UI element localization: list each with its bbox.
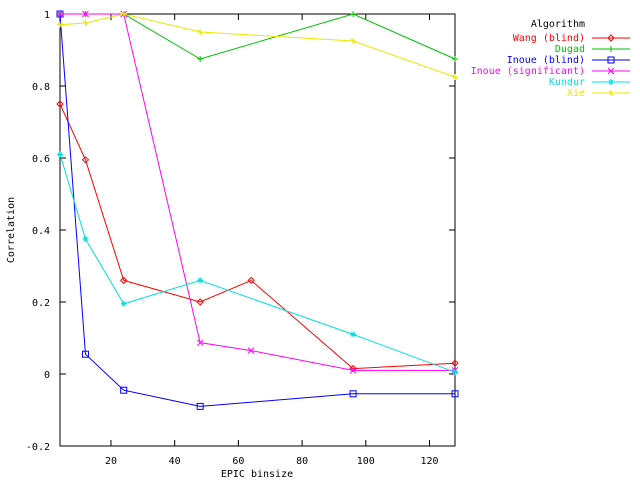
series-line	[59, 154, 456, 373]
y-tick-label: 0.8	[32, 82, 50, 93]
data-point	[451, 359, 459, 367]
x-tick-label: 100	[357, 456, 375, 467]
x-tick-label: 80	[296, 456, 308, 467]
legend-title: Algorithm	[531, 19, 585, 30]
data-point	[82, 20, 89, 26]
x-axis: 20 40 60 80 100 120	[105, 14, 439, 467]
data-point	[120, 386, 128, 394]
series-group	[56, 10, 459, 410]
x-tick-label: 120	[420, 456, 438, 467]
data-point	[607, 67, 615, 75]
data-point	[607, 56, 615, 64]
data-point	[349, 367, 357, 374]
data-point	[247, 347, 255, 354]
data-point	[57, 151, 63, 158]
y-tick-label: -0.2	[26, 442, 50, 453]
data-point	[197, 29, 204, 35]
data-point	[608, 46, 614, 52]
series-line	[59, 103, 456, 370]
data-point	[452, 56, 458, 62]
series-line	[60, 13, 456, 60]
x-tick-label: 40	[169, 456, 181, 467]
data-point	[452, 74, 458, 80]
data-point	[608, 79, 614, 85]
data-point	[196, 402, 204, 410]
series-group	[56, 10, 459, 374]
legend-label: Wang (blind)	[513, 33, 585, 44]
data-point	[82, 10, 89, 18]
data-point	[196, 298, 204, 306]
series-group	[57, 151, 458, 376]
data-point	[120, 300, 127, 307]
series-line	[60, 13, 455, 371]
data-point	[120, 276, 128, 285]
data-point	[57, 21, 63, 28]
legend-label: Dugad	[555, 44, 585, 55]
series-line	[59, 13, 455, 407]
data-point	[56, 10, 64, 18]
data-point	[350, 331, 357, 338]
data-point	[451, 390, 459, 398]
data-point	[81, 156, 90, 164]
data-point	[120, 11, 127, 17]
series-line	[59, 13, 456, 78]
x-axis-label: EPIC binsize	[221, 469, 293, 480]
series-layer	[56, 10, 459, 410]
series-group	[56, 100, 459, 373]
data-point	[349, 390, 357, 398]
y-tick-label: 0.4	[32, 226, 50, 237]
data-point	[247, 276, 255, 285]
data-point	[82, 236, 89, 242]
y-tick-label: 0.6	[32, 154, 50, 165]
x-tick-label: 20	[105, 456, 117, 467]
legend-label: Xie	[567, 88, 585, 99]
legend-label: Kundur	[549, 77, 585, 88]
data-point	[607, 34, 615, 42]
legend-label: Inoue (blind)	[507, 55, 585, 66]
data-point	[197, 277, 204, 284]
x-tick-label: 60	[232, 456, 244, 467]
y-axis: -0.2 0 0.2 0.4 0.6 0.8 1	[26, 10, 455, 453]
data-point	[608, 90, 614, 96]
data-point	[350, 11, 357, 17]
data-point	[350, 38, 357, 44]
data-point	[452, 369, 458, 376]
data-point	[81, 350, 89, 358]
series-group	[57, 11, 458, 80]
series-group	[57, 11, 458, 62]
y-tick-label: 0	[44, 370, 50, 381]
data-point	[349, 364, 357, 373]
data-point	[56, 100, 64, 108]
plot-frame	[59, 13, 456, 447]
data-point	[197, 56, 204, 62]
y-tick-label: 0.2	[32, 298, 50, 309]
y-tick-label: 1	[44, 10, 50, 21]
legend-label: Inoue (significant)	[471, 66, 585, 77]
data-point	[196, 339, 204, 347]
y-axis-label: Correlation	[6, 197, 17, 263]
